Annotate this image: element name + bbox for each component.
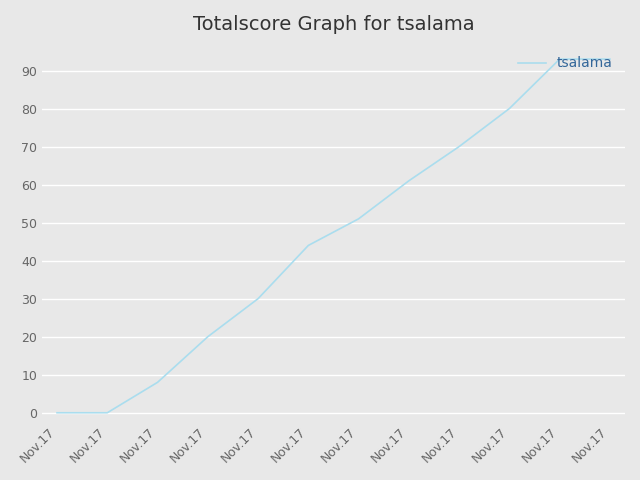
Legend: tsalama: tsalama (512, 51, 618, 76)
tsalama (455, 144, 463, 149)
tsalama (204, 334, 212, 339)
tsalama (556, 56, 563, 62)
tsalama (254, 296, 262, 301)
tsalama (104, 410, 111, 416)
tsalama (154, 380, 161, 385)
tsalama (305, 242, 312, 248)
tsalama (606, 56, 614, 62)
tsalama (53, 410, 61, 416)
tsalama (506, 106, 513, 111)
tsalama (405, 178, 413, 184)
Title: Totalscore Graph for tsalama: Totalscore Graph for tsalama (193, 15, 474, 34)
Line: tsalama: tsalama (57, 59, 610, 413)
tsalama (355, 216, 362, 222)
